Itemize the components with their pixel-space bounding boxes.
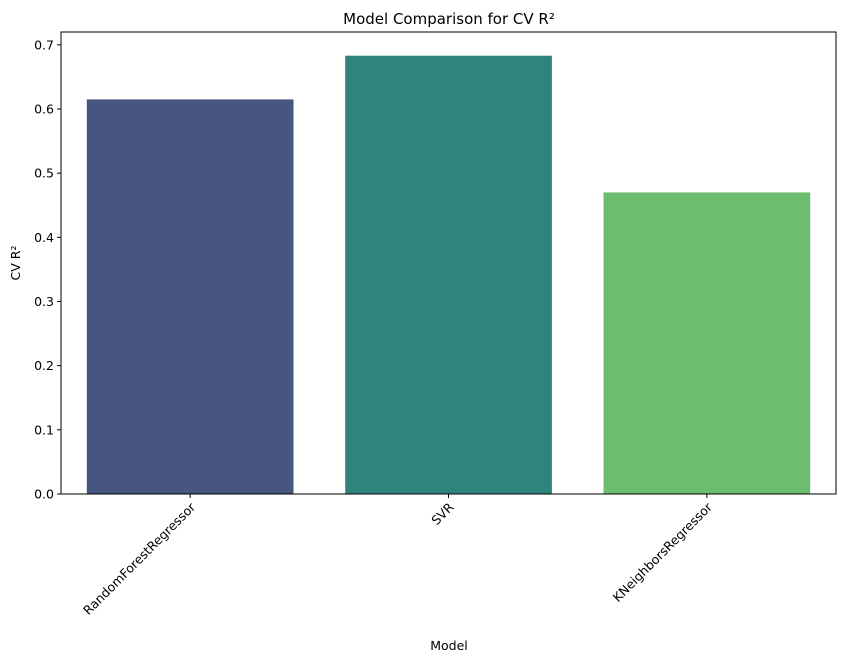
y-axis-ticks: 0.0 0.1 0.2 0.3 0.4 0.5 0.6 0.7 [34, 37, 61, 502]
x-axis-ticks: RandomForestRegressor SVR KNeighborsRegres… [80, 494, 716, 618]
bars-group [86, 55, 811, 495]
x-axis-label: Model [430, 638, 468, 653]
plot-frame [60, 31, 837, 495]
x-tick-label: SVR [428, 499, 457, 528]
y-axis-label: CV R² [8, 246, 23, 281]
chart-title: Model Comparison for CV R² [343, 10, 555, 28]
y-tick-label: 0.2 [34, 358, 54, 373]
bar-svr [345, 55, 552, 494]
y-tick-label: 0.3 [34, 294, 54, 309]
y-tick-label: 0.5 [34, 166, 54, 181]
x-tick-label: KNeighborsRegressor [610, 499, 716, 605]
y-tick-label: 0.1 [34, 422, 54, 437]
y-tick-label: 0.4 [34, 230, 54, 245]
bar-randomforestregressor [86, 99, 294, 495]
x-tick-label: RandomForestRegressor [80, 499, 199, 618]
y-tick-label: 0.7 [34, 37, 54, 52]
y-tick-label: 0.6 [34, 102, 54, 117]
y-tick-label: 0.0 [34, 487, 54, 502]
bar-kneighborsregressor [603, 192, 811, 494]
